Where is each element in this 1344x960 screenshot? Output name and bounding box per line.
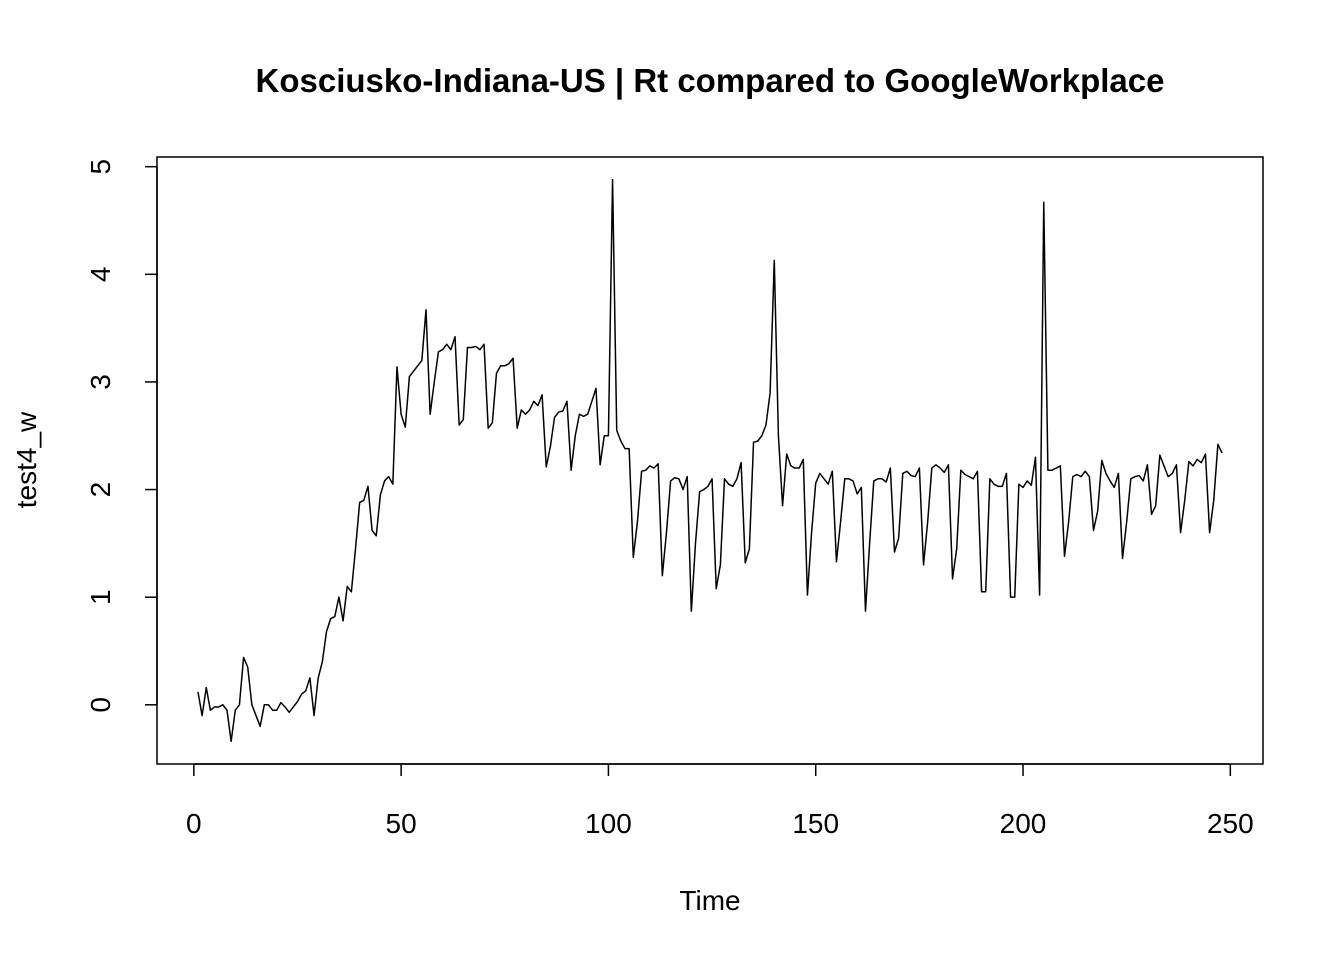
- y-tick-label: 5: [85, 159, 116, 175]
- x-tick-label: 200: [1000, 808, 1047, 839]
- x-tick-label: 250: [1207, 808, 1254, 839]
- x-tick-label: 50: [386, 808, 417, 839]
- x-tick-label: 150: [792, 808, 839, 839]
- y-tick-label: 4: [85, 267, 116, 283]
- x-tick-label: 100: [585, 808, 632, 839]
- chart-title: Kosciusko-Indiana-US | Rt compared to Go…: [256, 62, 1165, 99]
- y-tick-label: 3: [85, 374, 116, 390]
- x-axis-title: Time: [679, 885, 740, 916]
- y-axis-title: test4_w: [11, 411, 42, 508]
- y-tick-label: 1: [85, 589, 116, 605]
- x-tick-label: 0: [186, 808, 202, 839]
- y-tick-label: 0: [85, 697, 116, 713]
- y-tick-label: 2: [85, 482, 116, 498]
- data-line: [197, 178, 1223, 743]
